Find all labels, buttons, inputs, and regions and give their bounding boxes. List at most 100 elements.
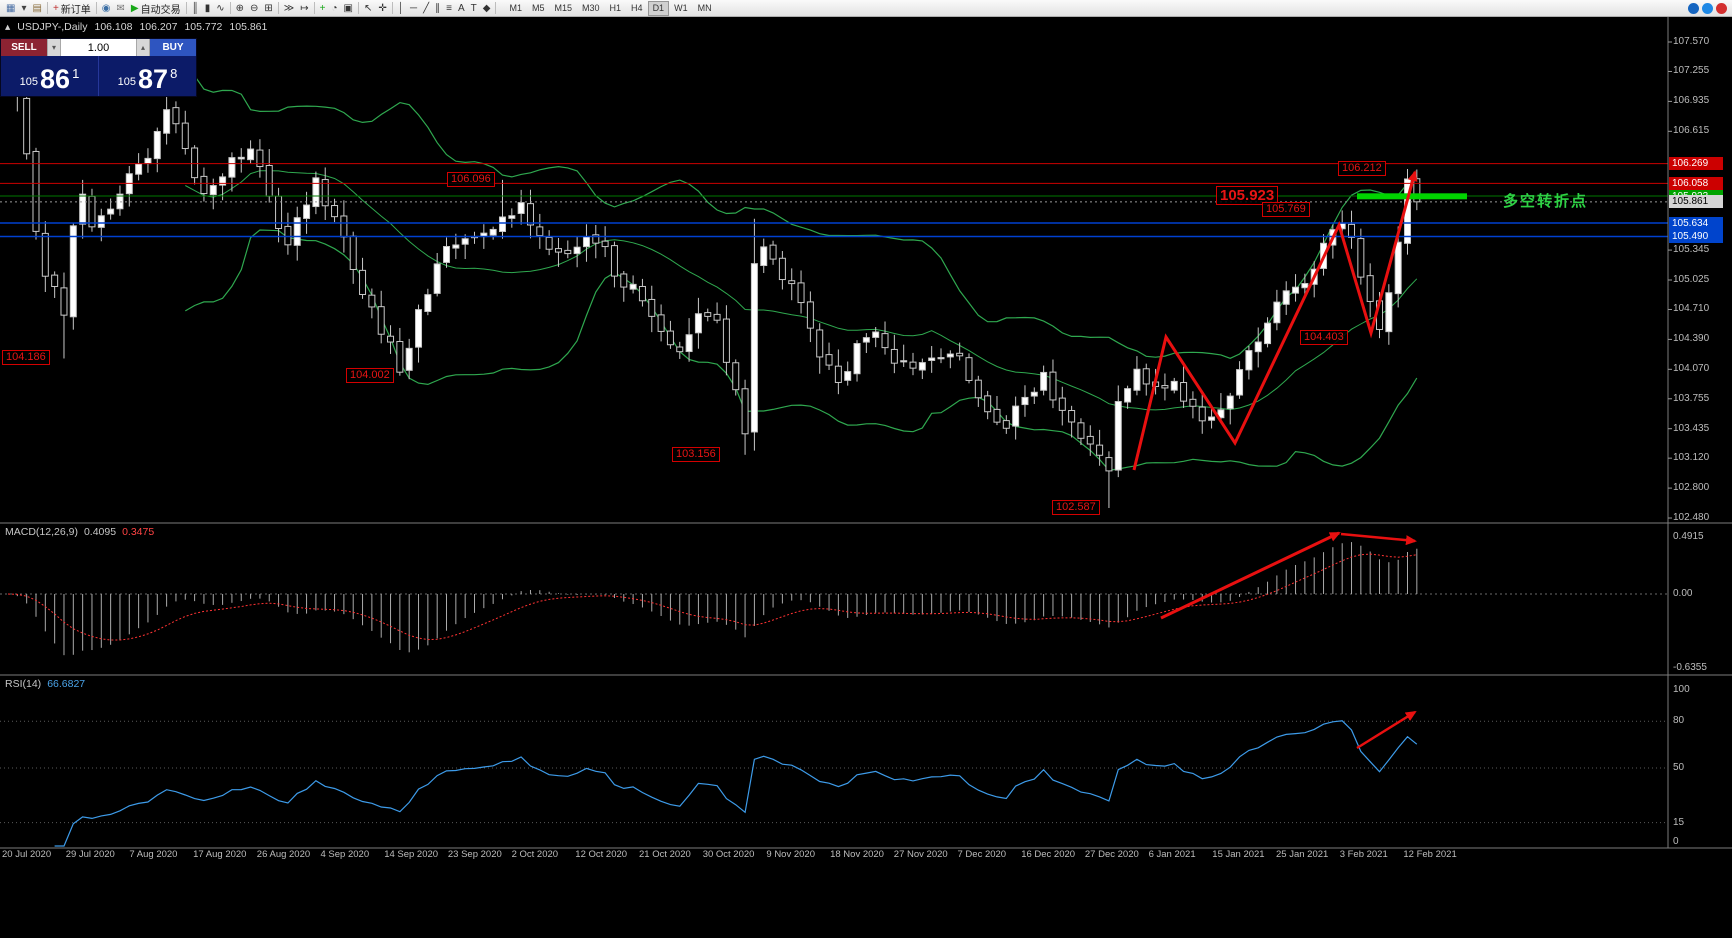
community-icon[interactable] [1688, 2, 1699, 14]
alert-icon[interactable] [1716, 2, 1727, 14]
community-icon-2[interactable] [1702, 2, 1713, 14]
trendline-button[interactable]: ╱ [420, 1, 432, 16]
candle-body [741, 388, 749, 435]
new-order-button[interactable]: + 新订单 [50, 1, 94, 16]
timeframe-h4[interactable]: H4 [631, 2, 643, 13]
volume-up-button[interactable]: ▴ [136, 39, 150, 56]
bar-chart-button[interactable]: ║ [189, 1, 202, 16]
toolbar-separator [185, 2, 187, 14]
chart-shift-button[interactable]: ↦ [297, 1, 311, 16]
timeframe-m5[interactable]: M5 [531, 2, 545, 13]
timeframe-m1[interactable]: M1 [509, 2, 522, 13]
toolbar-separator [46, 2, 48, 14]
candle-body [797, 282, 805, 304]
templates-dropdown[interactable]: ▣ [341, 1, 356, 16]
candle-body [1198, 406, 1206, 422]
sell-price[interactable]: 105 86 1 [1, 56, 98, 96]
profiles-button[interactable]: ▤ [29, 1, 44, 16]
ohlc-high: 106.207 [139, 21, 178, 33]
macd-name: MACD(12,26,9) [5, 526, 78, 538]
candle-body [340, 215, 348, 238]
horizontal-line-button[interactable]: ─ [407, 1, 420, 16]
zoom-out-button[interactable]: ⊖ [247, 1, 261, 16]
candle-body [424, 294, 432, 312]
timeframe-w1[interactable]: W1 [674, 2, 688, 13]
vertical-line-button-icon: │ [397, 2, 405, 14]
profiles-button-icon: ▤ [32, 2, 42, 14]
candle-body [284, 225, 292, 246]
candle-body [946, 353, 954, 358]
macd-trend-arrow[interactable] [1160, 531, 1341, 620]
crosshair-button[interactable]: ✛ [375, 1, 389, 16]
highlight-level-bar[interactable] [1357, 193, 1467, 200]
sell-button[interactable]: SELL [1, 39, 47, 56]
mail-button[interactable]: ✉ [114, 1, 128, 16]
candle-body [303, 204, 311, 219]
chart-dropdown[interactable]: ▾ [18, 1, 29, 16]
macd-flat-arrow[interactable] [1340, 532, 1417, 546]
arrows-button[interactable]: ◆ [480, 1, 494, 16]
candle-body [965, 357, 973, 381]
indicators-button[interactable]: + [317, 1, 329, 16]
buy-price[interactable]: 105 87 8 [99, 56, 196, 96]
turning-point-annotation[interactable]: 多空转折点 [1503, 193, 1589, 210]
candle-body [554, 248, 562, 253]
candle-body [573, 246, 581, 255]
vertical-line-button[interactable]: │ [395, 1, 407, 16]
candle-body [1002, 420, 1010, 429]
rsi-value: 66.6827 [47, 678, 86, 690]
candle-body [760, 246, 768, 267]
candle-body [816, 329, 824, 358]
fibonacci-button[interactable]: ≡ [443, 1, 455, 16]
timeframe-d1[interactable]: D1 [647, 0, 670, 16]
text-label-button-icon: T [470, 2, 477, 14]
timeframe-m15[interactable]: M15 [554, 2, 573, 13]
timeframe-m30[interactable]: M30 [582, 2, 600, 13]
candle-body [1030, 391, 1038, 397]
timeframe-h1[interactable]: H1 [609, 2, 622, 13]
new-chart-button[interactable]: ▦ [3, 1, 18, 16]
candle-body [331, 205, 339, 218]
price-divider [98, 56, 99, 96]
macd-signal-value: 0.3475 [122, 526, 155, 538]
auto-scroll-button[interactable]: ≫ [281, 1, 297, 16]
candle-body [722, 318, 730, 363]
candle-body [163, 109, 171, 134]
templates-dropdown-icon: ▣ [343, 2, 353, 14]
zoom-in-button[interactable]: ⊕ [233, 1, 247, 16]
candle-body [732, 362, 740, 391]
timeframe-mn[interactable]: MN [697, 2, 712, 13]
autotrade-button[interactable]: ▶ 自动交易 [128, 1, 184, 16]
cursor-button[interactable]: ↖ [361, 1, 375, 16]
line-chart-button-icon: ∿ [216, 2, 225, 14]
collapse-icon[interactable]: ▴ [5, 21, 11, 33]
candle-body [293, 217, 301, 246]
sell-price-big: 86 [40, 64, 71, 94]
trend-arrow-zigzag[interactable] [1132, 170, 1418, 471]
candle-body [237, 156, 245, 160]
rsi-trend-arrow[interactable] [1356, 710, 1417, 750]
buy-button[interactable]: BUY [150, 39, 196, 56]
candle-body [1180, 382, 1188, 402]
candle-body [228, 157, 236, 178]
channel-button[interactable]: ∥ [432, 1, 443, 16]
tile-windows-button[interactable]: ⊞ [261, 1, 275, 16]
new-order-button-label: 新订单 [60, 4, 91, 16]
candle-body [153, 130, 161, 160]
candle-chart-button[interactable]: ▮ [202, 1, 214, 16]
text-label-button[interactable]: T [468, 1, 480, 16]
candle-body [526, 203, 534, 226]
candle-body [1161, 385, 1169, 389]
line-chart-button[interactable]: ∿ [213, 1, 227, 16]
volume-input[interactable]: 1.00 [61, 39, 136, 56]
text-button[interactable]: A [455, 1, 468, 16]
candle-body [1348, 223, 1356, 238]
candle-body [1114, 401, 1122, 471]
candle-body [41, 232, 49, 277]
sound-button[interactable]: ◉ [99, 1, 114, 16]
periods-dropdown[interactable]: ◔ [328, 1, 340, 16]
ohlc-open: 106.108 [94, 21, 133, 33]
volume-down-button[interactable]: ▾ [47, 39, 61, 56]
toolbar-separator [391, 2, 393, 14]
